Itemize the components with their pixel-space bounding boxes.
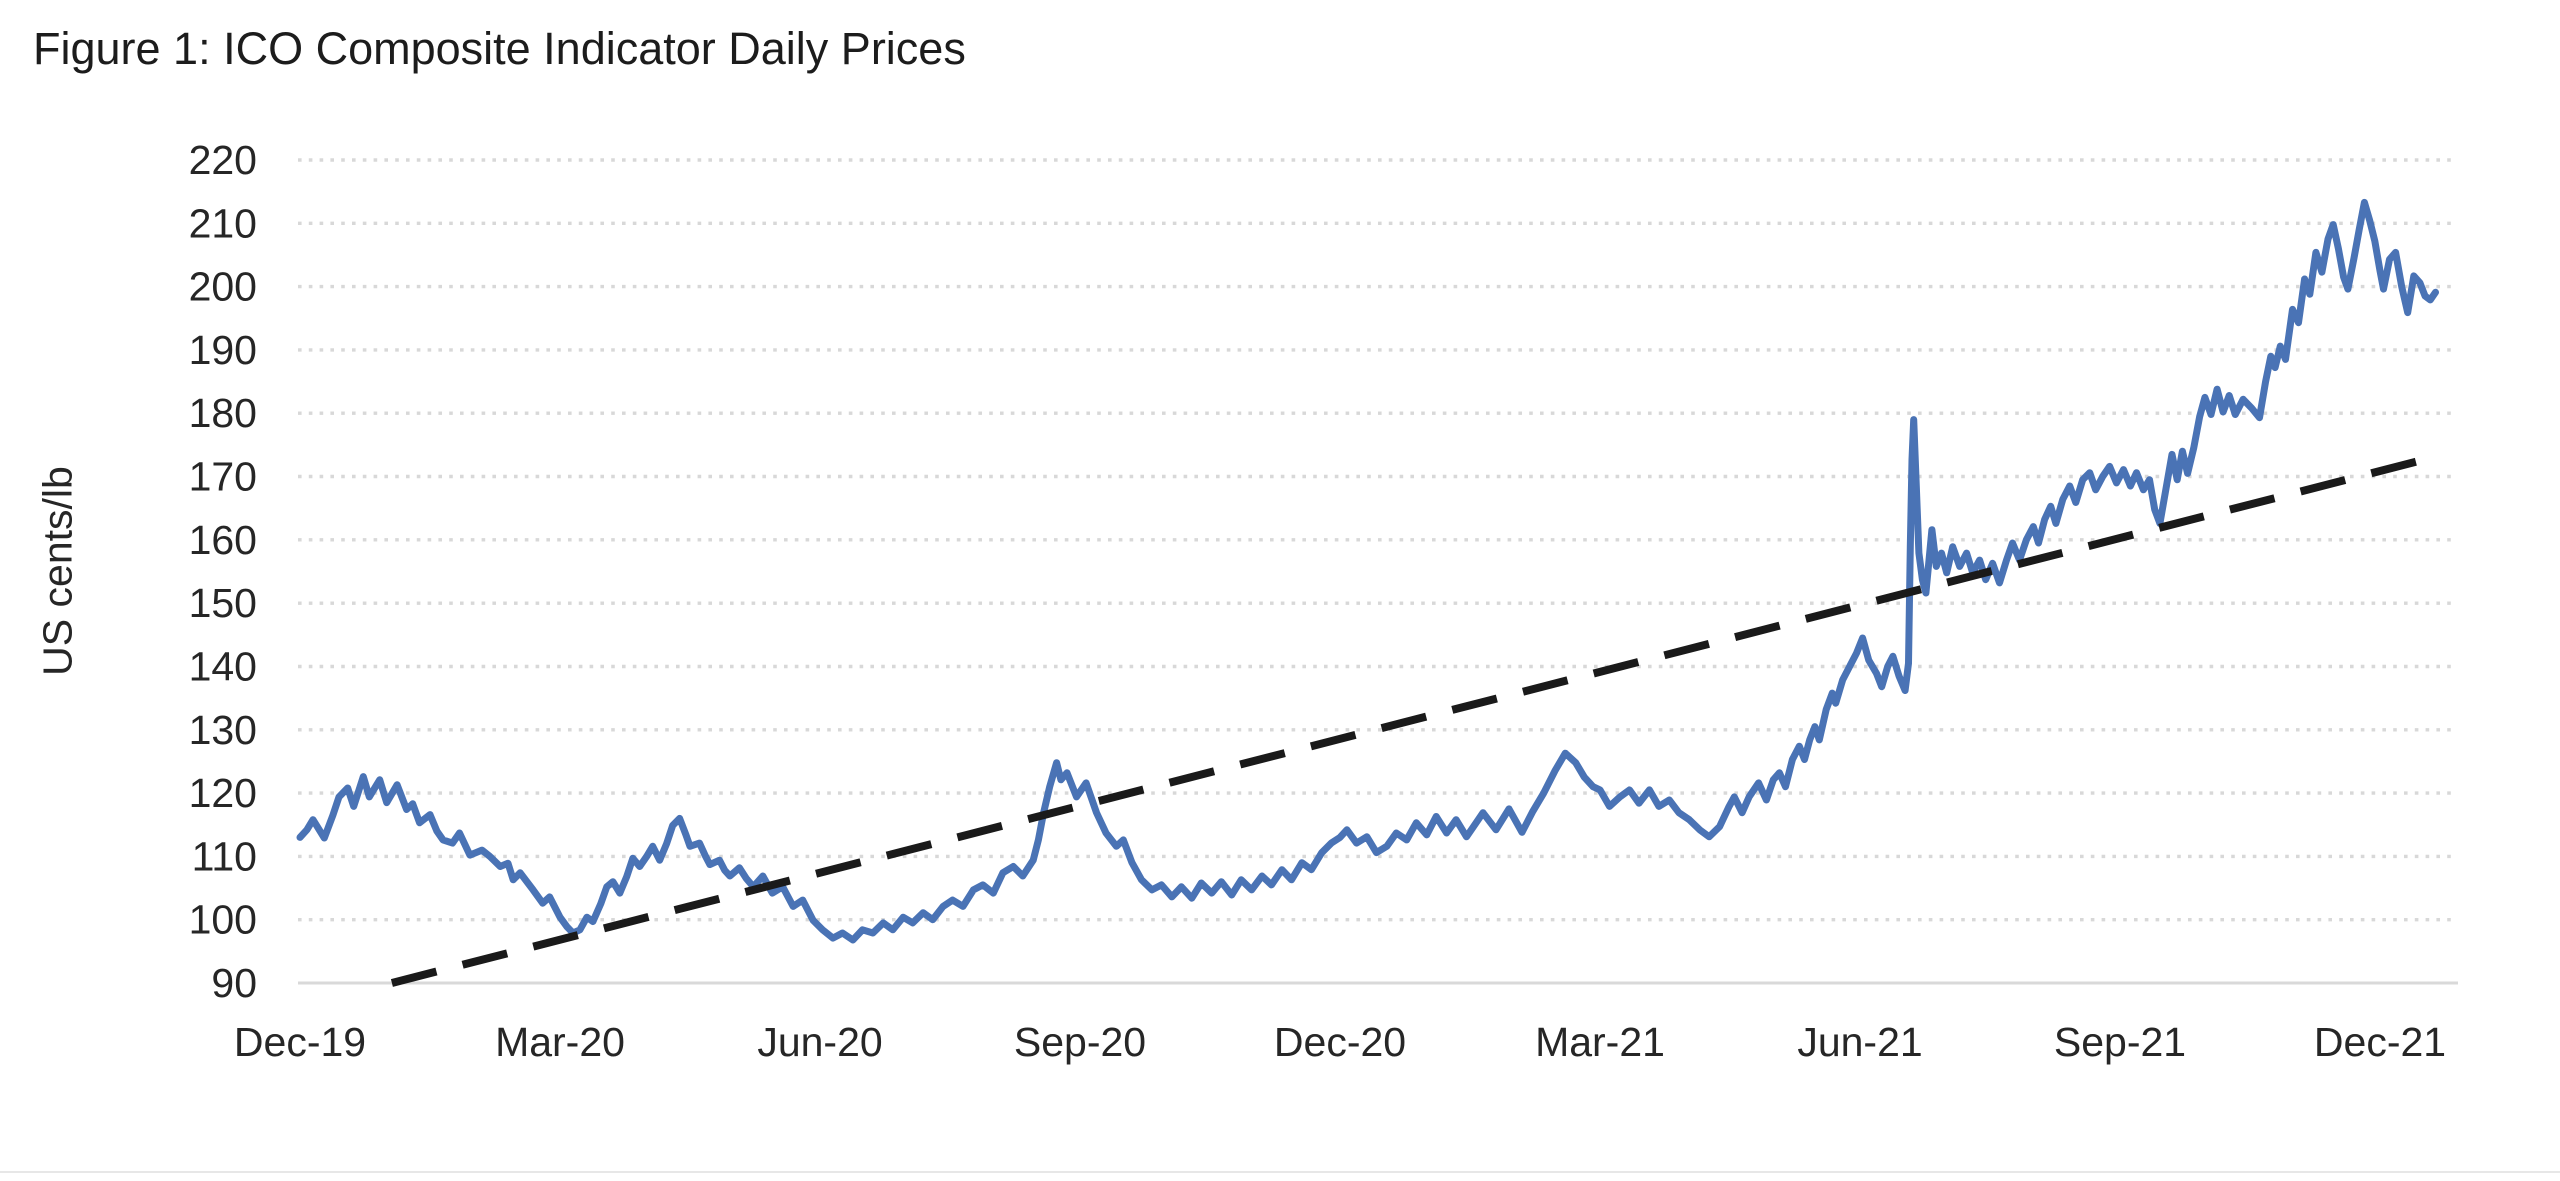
y-tick-label: 170: [189, 454, 257, 500]
y-tick-label: 140: [189, 644, 257, 690]
y-tick-label: 120: [189, 770, 257, 816]
y-tick-label: 150: [189, 580, 257, 626]
y-tick-label: 130: [189, 707, 257, 753]
x-tick-label: Dec-21: [2314, 1019, 2446, 1065]
y-tick-label: 110: [192, 833, 257, 879]
x-tick-label: Jun-21: [1797, 1019, 1922, 1065]
x-tick-label: Dec-19: [234, 1019, 366, 1065]
y-tick-label: 200: [189, 264, 257, 310]
x-tick-label: Jun-20: [757, 1019, 882, 1065]
x-tick-label: Dec-20: [1274, 1019, 1406, 1065]
y-tick-label: 180: [189, 390, 257, 436]
price-series-line: [296, 198, 2439, 944]
x-tick-label: Mar-21: [1535, 1019, 1665, 1065]
y-tick-label: 160: [189, 517, 257, 563]
figure-title: Figure 1: ICO Composite Indicator Daily …: [33, 23, 966, 74]
x-tick-label: Sep-21: [2054, 1019, 2186, 1065]
y-axis-title: US cents/lb: [34, 466, 81, 676]
y-tick-label: 90: [211, 960, 257, 1006]
y-tick-label: 210: [189, 200, 257, 246]
bottom-rule: [0, 1171, 2560, 1173]
trend-line: [390, 452, 2439, 987]
y-tick-label: 220: [189, 137, 257, 183]
y-tick-label: 190: [189, 327, 257, 373]
x-tick-label: Mar-20: [495, 1019, 625, 1065]
x-tick-label: Sep-20: [1014, 1019, 1146, 1065]
y-tick-label: 100: [189, 897, 257, 943]
